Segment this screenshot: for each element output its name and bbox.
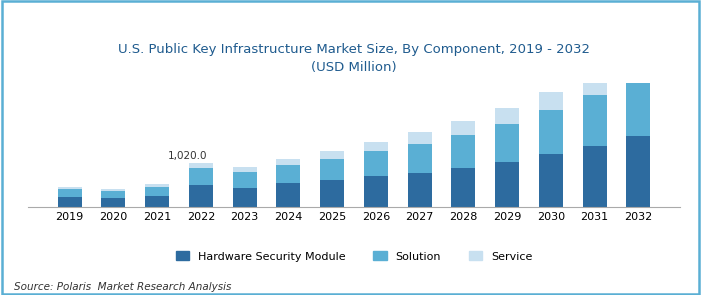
- Bar: [102, 198, 125, 206]
- Bar: [189, 163, 213, 168]
- Bar: [320, 151, 344, 159]
- Title: U.S. Public Key Infrastructure Market Size, By Component, 2019 - 2032
(USD Milli: U.S. Public Key Infrastructure Market Si…: [118, 43, 590, 75]
- Bar: [233, 188, 257, 206]
- Bar: [407, 132, 432, 144]
- Bar: [451, 135, 475, 168]
- Bar: [451, 168, 475, 206]
- Bar: [145, 196, 169, 206]
- Bar: [583, 146, 606, 206]
- Bar: [276, 165, 301, 183]
- Bar: [233, 172, 257, 188]
- Bar: [495, 124, 519, 162]
- Bar: [276, 183, 301, 206]
- Bar: [276, 159, 301, 165]
- Bar: [57, 187, 82, 189]
- Bar: [539, 91, 563, 109]
- Bar: [626, 78, 651, 136]
- Bar: [145, 187, 169, 196]
- Bar: [407, 173, 432, 206]
- Text: 1,020.0: 1,020.0: [168, 151, 207, 161]
- Bar: [539, 154, 563, 206]
- Bar: [320, 180, 344, 206]
- Bar: [364, 151, 388, 176]
- Bar: [407, 144, 432, 173]
- Bar: [495, 108, 519, 124]
- Bar: [102, 189, 125, 191]
- Bar: [451, 122, 475, 135]
- Bar: [583, 95, 606, 146]
- Bar: [320, 159, 344, 180]
- Bar: [233, 167, 257, 172]
- Bar: [145, 184, 169, 187]
- Bar: [626, 50, 651, 78]
- Bar: [102, 191, 125, 198]
- Bar: [57, 197, 82, 206]
- Text: Source: Polaris  Market Research Analysis: Source: Polaris Market Research Analysis: [14, 282, 231, 292]
- Bar: [626, 136, 651, 206]
- Bar: [364, 176, 388, 206]
- Bar: [189, 168, 213, 185]
- Bar: [495, 162, 519, 206]
- Bar: [57, 189, 82, 197]
- Bar: [189, 185, 213, 206]
- Legend: Hardware Security Module, Solution, Service: Hardware Security Module, Solution, Serv…: [171, 247, 537, 266]
- Bar: [583, 73, 606, 95]
- Bar: [364, 142, 388, 151]
- Bar: [539, 109, 563, 154]
